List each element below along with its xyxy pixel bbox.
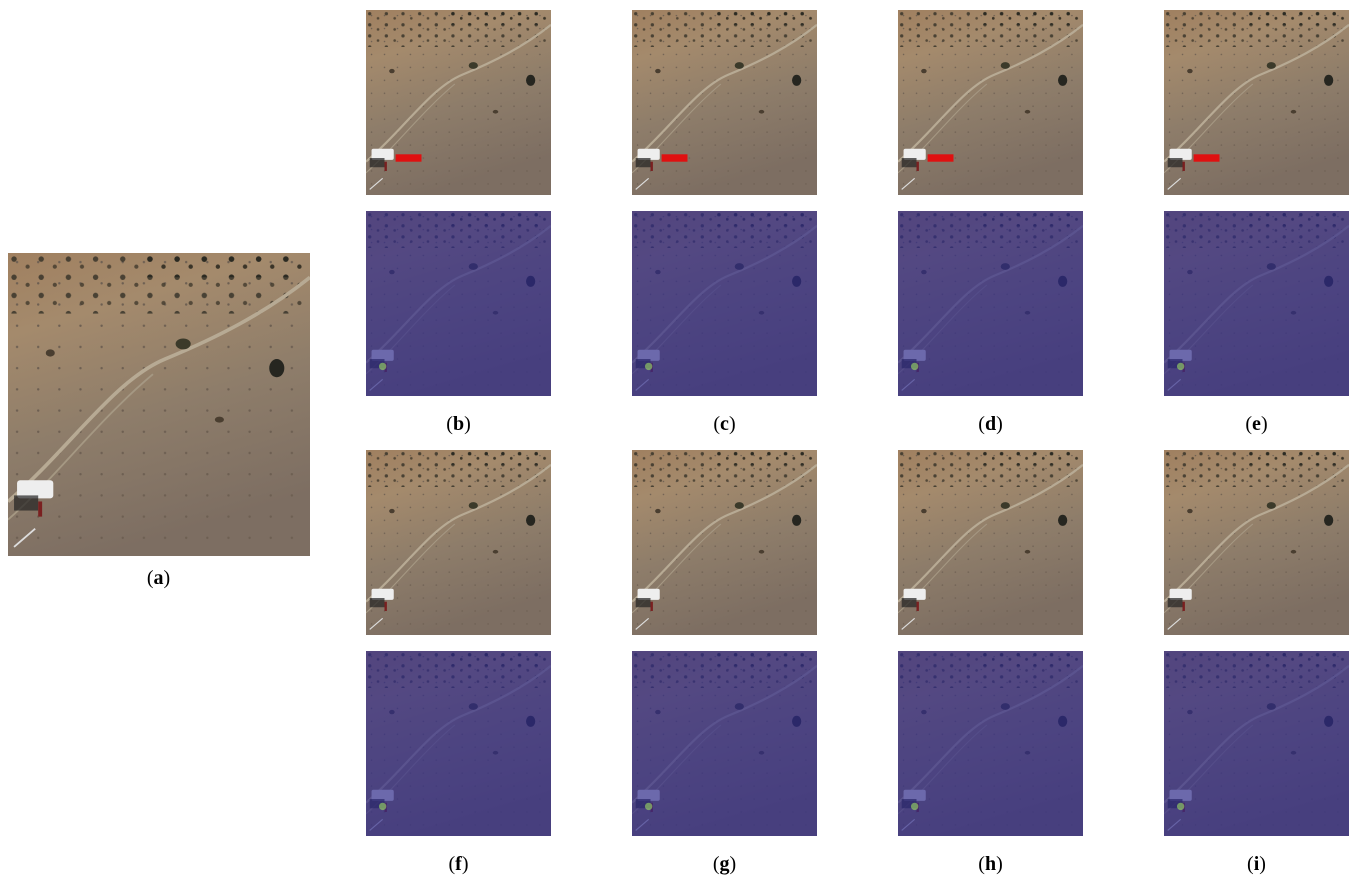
- label-letter: a: [154, 567, 164, 589]
- aerial-image: [898, 10, 1083, 195]
- label-letter: h: [985, 853, 996, 875]
- panel-label: (b): [366, 413, 551, 436]
- aerial-image: [632, 10, 817, 195]
- heatmap-image: [632, 211, 817, 396]
- panel-label: (c): [632, 413, 817, 436]
- aerial-image: [8, 253, 310, 556]
- label-letter: e: [1252, 413, 1261, 435]
- aerial-image: [632, 450, 817, 635]
- heatmap-image: [366, 651, 551, 836]
- label-letter: i: [1254, 853, 1260, 875]
- figure-page: (a) (b) (c) (d) (e) (f) (g) (h) (i) (() …: [0, 0, 1354, 881]
- heatmap-image: [1164, 651, 1349, 836]
- aerial-image: [1164, 10, 1349, 195]
- label-letter: f: [455, 853, 462, 875]
- label-letter: d: [985, 413, 996, 435]
- heatmap-image: [1164, 211, 1349, 396]
- panel-label: (d): [898, 413, 1083, 436]
- heatmap-image: [898, 211, 1083, 396]
- panel-label: (a): [66, 567, 251, 590]
- panel-label: (i): [1164, 853, 1349, 876]
- aerial-image: [366, 10, 551, 195]
- heatmap-image: [632, 651, 817, 836]
- heatmap-image: [366, 211, 551, 396]
- aerial-image: [366, 450, 551, 635]
- label-letter: c: [720, 413, 729, 435]
- panel-label: (g): [632, 853, 817, 876]
- panel-label: (h): [898, 853, 1083, 876]
- heatmap-image: [898, 651, 1083, 836]
- aerial-image: [1164, 450, 1349, 635]
- label-letter: g: [720, 853, 730, 875]
- aerial-image: [898, 450, 1083, 635]
- panel-label: (f): [366, 853, 551, 876]
- label-letter: b: [453, 413, 464, 435]
- panel-label: (e): [1164, 413, 1349, 436]
